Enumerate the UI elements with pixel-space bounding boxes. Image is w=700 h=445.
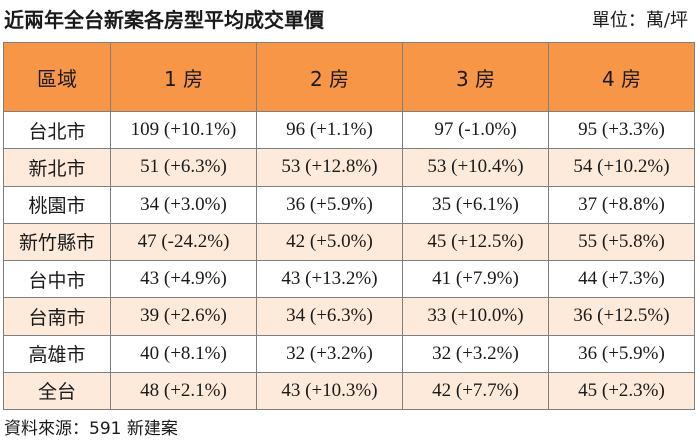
table-row: 台中市 43 (+4.9%) 43 (+13.2%) 41 (+7.9%) 44…: [3, 259, 695, 299]
column-header-1-room: 1 房: [110, 42, 257, 112]
column-header-2-room: 2 房: [256, 42, 403, 112]
region-cell: 新北市: [3, 148, 111, 187]
table-row: 桃園市 34 (+3.0%) 36 (+5.9%) 35 (+6.1%) 37 …: [3, 185, 695, 224]
value-cell: 36 (+5.9%): [548, 334, 695, 373]
value-cell: 35 (+6.1%): [402, 185, 549, 224]
table-row: 台南市 39 (+2.6%) 34 (+6.3%) 33 (+10.0%) 36…: [3, 297, 695, 336]
table-row: 新竹縣市 47 (-24.2%) 42 (+5.0%) 45 (+12.5%) …: [3, 222, 695, 262]
region-cell: 高雄市: [3, 334, 111, 373]
source-note: 資料來源：591 新建案: [4, 419, 178, 439]
table-row: 高雄市 40 (+8.1%) 32 (+3.2%) 32 (+3.2%) 36 …: [3, 334, 695, 373]
region-cell: 新竹縣市: [3, 222, 111, 262]
value-cell: 32 (+3.2%): [256, 334, 403, 373]
value-cell: 55 (+5.8%): [548, 222, 695, 262]
region-cell: 台中市: [3, 259, 111, 299]
value-cell: 36 (+12.5%): [548, 297, 695, 336]
value-cell: 109 (+10.1%): [110, 110, 257, 150]
value-cell: 47 (-24.2%): [110, 222, 257, 262]
price-table: 區域 1 房 2 房 3 房 4 房 台北市 109 (+10.1%) 96 (…: [3, 42, 695, 411]
value-cell: 39 (+2.6%): [110, 297, 257, 336]
value-cell: 53 (+12.8%): [256, 148, 403, 187]
unit-label: 單位：萬/坪: [591, 10, 688, 31]
value-cell: 53 (+10.4%): [402, 148, 549, 187]
value-cell: 95 (+3.3%): [548, 110, 695, 150]
value-cell: 51 (+6.3%): [110, 148, 257, 187]
value-cell: 43 (+4.9%): [110, 259, 257, 299]
value-cell: 54 (+10.2%): [548, 148, 695, 187]
value-cell: 48 (+2.1%): [110, 371, 257, 411]
value-cell: 41 (+7.9%): [402, 259, 549, 299]
value-cell: 43 (+10.3%): [256, 371, 403, 411]
region-cell: 台南市: [3, 297, 111, 336]
value-cell: 34 (+6.3%): [256, 297, 403, 336]
value-cell: 36 (+5.9%): [256, 185, 403, 224]
chart-title: 近兩年全台新案各房型平均成交單價: [4, 8, 324, 32]
column-header-region: 區域: [3, 42, 111, 112]
region-cell: 全台: [3, 371, 111, 411]
value-cell: 33 (+10.0%): [402, 297, 549, 336]
value-cell: 44 (+7.3%): [548, 259, 695, 299]
value-cell: 45 (+2.3%): [548, 371, 695, 411]
value-cell: 97 (-1.0%): [402, 110, 549, 150]
region-cell: 台北市: [3, 110, 111, 150]
value-cell: 45 (+12.5%): [402, 222, 549, 262]
value-cell: 96 (+1.1%): [256, 110, 403, 150]
value-cell: 37 (+8.8%): [548, 185, 695, 224]
value-cell: 43 (+13.2%): [256, 259, 403, 299]
region-cell: 桃園市: [3, 185, 111, 224]
column-header-4-room: 4 房: [548, 42, 695, 112]
value-cell: 40 (+8.1%): [110, 334, 257, 373]
column-header-3-room: 3 房: [402, 42, 549, 112]
table-row: 全台 48 (+2.1%) 43 (+10.3%) 42 (+7.7%) 45 …: [3, 371, 695, 411]
value-cell: 42 (+5.0%): [256, 222, 403, 262]
value-cell: 42 (+7.7%): [402, 371, 549, 411]
value-cell: 34 (+3.0%): [110, 185, 257, 224]
header-row: 區域 1 房 2 房 3 房 4 房: [3, 42, 695, 112]
table-row: 新北市 51 (+6.3%) 53 (+12.8%) 53 (+10.4%) 5…: [3, 148, 695, 187]
value-cell: 32 (+3.2%): [402, 334, 549, 373]
table-row: 台北市 109 (+10.1%) 96 (+1.1%) 97 (-1.0%) 9…: [3, 110, 695, 150]
